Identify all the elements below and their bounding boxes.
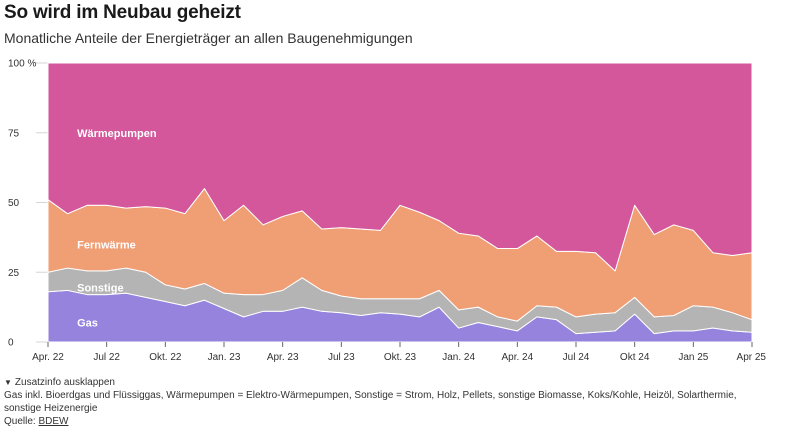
- x-tick-label: Okt. 23: [384, 352, 417, 363]
- area-labels: Wärmepumpen Fernwärme Sonstige Gas: [77, 128, 157, 330]
- triangle-down-icon: ▼: [4, 378, 12, 387]
- x-tick-label: Okt. 22: [149, 352, 182, 363]
- x-tick-label: Jul 24: [563, 352, 590, 363]
- area-label-gas: Gas: [77, 317, 98, 329]
- zusatzinfo-toggle[interactable]: ▼ Zusatzinfo ausklappen: [4, 376, 764, 389]
- x-tick-label: Jan 25: [678, 352, 708, 363]
- y-tick-label: 100 %: [8, 59, 36, 70]
- y-tick-label: 0: [8, 338, 14, 349]
- x-tick-label: Apr. 22: [32, 352, 64, 363]
- x-axis: Apr. 22 Jul 22 Okt. 22 Jan. 23 Apr. 23 Jul 23…: [32, 342, 766, 363]
- x-tick-label: Apr. 24: [501, 352, 533, 363]
- source-prefix: Quelle:: [4, 416, 39, 427]
- x-tick-label: Okt 24: [620, 352, 650, 363]
- source-line: Quelle: BDEW: [4, 415, 764, 428]
- area-label-sonstige: Sonstige: [77, 283, 123, 295]
- chart-title: So wird im Neubau geheizt: [4, 2, 241, 23]
- footer-notes: ▼ Zusatzinfo ausklappen Gas inkl. Bioerdg…: [4, 376, 764, 428]
- toggle-label: Zusatzinfo ausklappen: [14, 377, 115, 388]
- footnote-text: Gas inkl. Bioerdgas und Flüssiggas, Wärm…: [4, 390, 737, 414]
- x-tick-label: Jul 22: [93, 352, 120, 363]
- source-link[interactable]: BDEW: [38, 416, 69, 427]
- chart-subtitle: Monatliche Anteile der Energieträger an …: [4, 30, 413, 46]
- x-tick-label: Jan. 24: [442, 352, 475, 363]
- x-tick-label: Apr 25: [737, 352, 767, 363]
- y-tick-label: 50: [8, 198, 20, 209]
- area-label-wärmepumpen: Wärmepumpen: [77, 128, 157, 140]
- x-tick-label: Apr. 23: [267, 352, 299, 363]
- y-tick-label: 25: [8, 268, 20, 279]
- areas: [47, 62, 753, 343]
- area-label-fernwärme: Fernwärme: [77, 239, 136, 251]
- y-axis: 0 25 50 75 100 %: [8, 59, 36, 349]
- x-tick-label: Jan. 23: [208, 352, 241, 363]
- x-tick-label: Jul 23: [328, 352, 355, 363]
- y-tick-label: 75: [8, 128, 20, 139]
- area-wärmepumpen: [47, 62, 753, 272]
- stacked-area-chart: Wärmepumpen Fernwärme Sonstige Gas 0 25 50 75 1…: [8, 59, 766, 364]
